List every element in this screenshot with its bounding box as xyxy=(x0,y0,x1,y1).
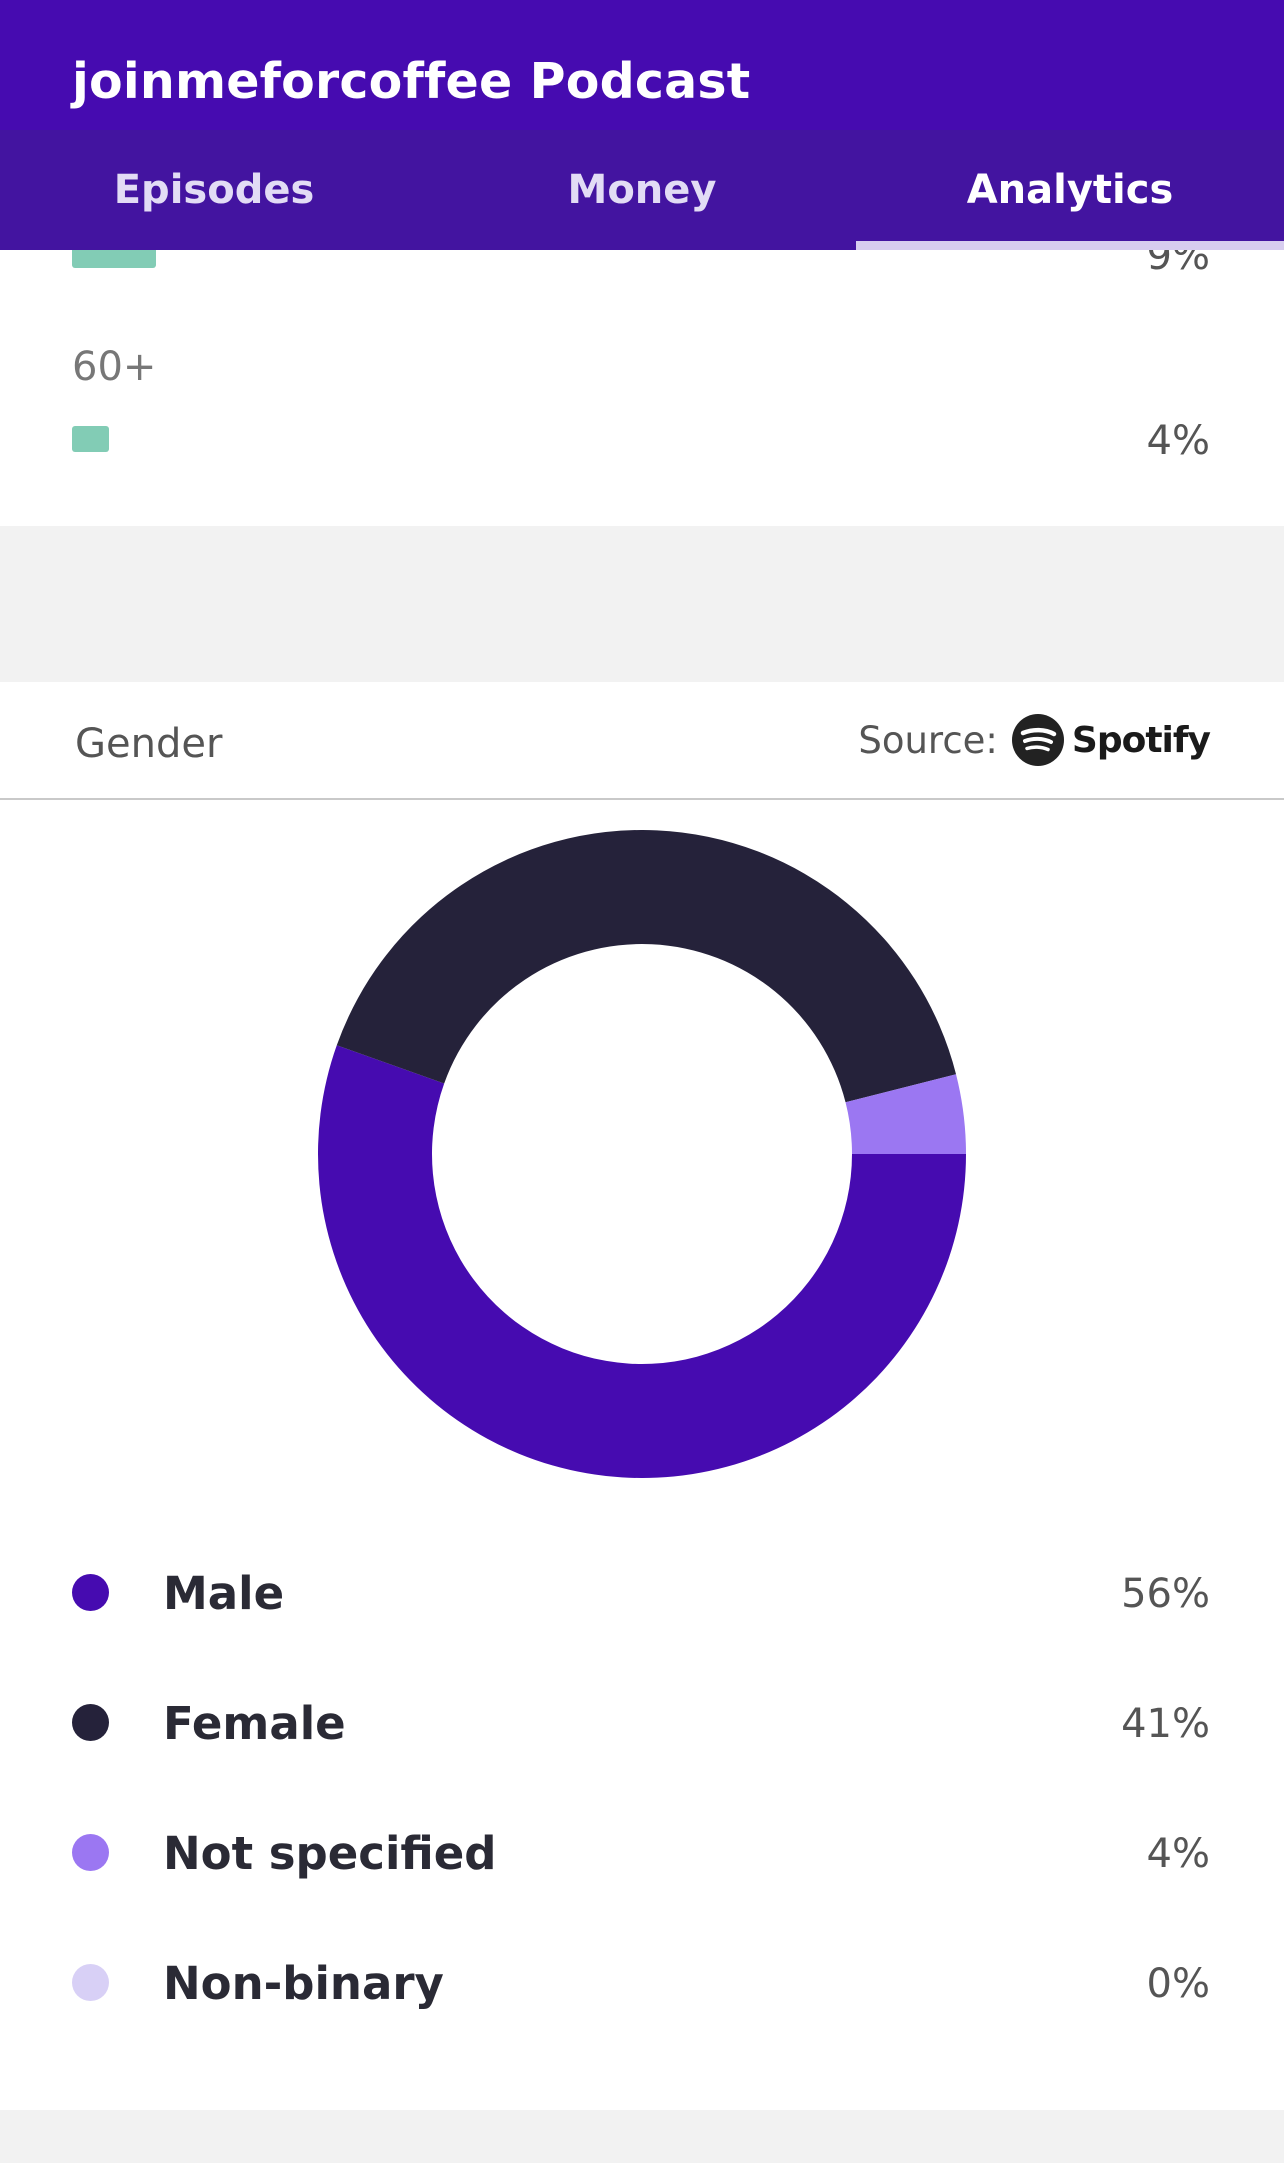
donut-slice-male xyxy=(318,1045,966,1478)
tab-bar: Episodes Money Analytics xyxy=(0,130,1284,250)
legend-row: Not specified 4% xyxy=(0,1788,1284,1918)
legend-label: Non-binary xyxy=(163,1957,444,2010)
donut-slice-not-specified xyxy=(845,1074,966,1154)
legend-value: 41% xyxy=(1121,1701,1210,1747)
legend-value: 56% xyxy=(1121,1571,1210,1617)
app-header: joinmeforcoffee Podcast xyxy=(0,0,1284,130)
legend-row: Female 41% xyxy=(0,1658,1284,1788)
donut-slice-female xyxy=(336,830,957,1103)
legend-label: Not specified xyxy=(163,1827,497,1880)
legend-row: Male 56% xyxy=(0,1528,1284,1658)
legend-value: 4% xyxy=(1146,1831,1210,1877)
gender-card: Gender Source: Spotify Male 56% Female 41% N… xyxy=(0,682,1284,2110)
legend-dot-icon xyxy=(72,1704,109,1741)
age-bar xyxy=(72,426,109,452)
gender-donut-chart xyxy=(318,830,966,1478)
legend-dot-icon xyxy=(72,1834,109,1871)
legend-value: 0% xyxy=(1146,1961,1210,2007)
spotify-wordmark: Spotify xyxy=(1071,719,1211,761)
tab-money[interactable]: Money xyxy=(567,167,717,213)
age-percent: 4% xyxy=(1146,418,1210,464)
source-label: Source: xyxy=(858,718,998,762)
gender-title: Gender xyxy=(75,721,223,767)
age-label: 60+ xyxy=(72,344,157,390)
legend-label: Female xyxy=(163,1697,346,1750)
source-attribution: Source: Spotify xyxy=(858,712,1211,768)
gender-legend: Male 56% Female 41% Not specified 4% Non-binar… xyxy=(0,1528,1284,2048)
gender-card-header: Gender Source: Spotify xyxy=(0,682,1284,800)
tab-analytics[interactable]: Analytics xyxy=(856,130,1284,250)
legend-row: Non-binary 0% xyxy=(0,1918,1284,2048)
legend-label: Male xyxy=(163,1567,285,1620)
legend-dot-icon xyxy=(72,1574,109,1611)
tab-episodes[interactable]: Episodes xyxy=(113,167,315,213)
podcast-title: joinmeforcoffee Podcast xyxy=(72,53,751,110)
legend-dot-icon xyxy=(72,1964,109,2001)
spotify-icon xyxy=(1011,714,1064,766)
